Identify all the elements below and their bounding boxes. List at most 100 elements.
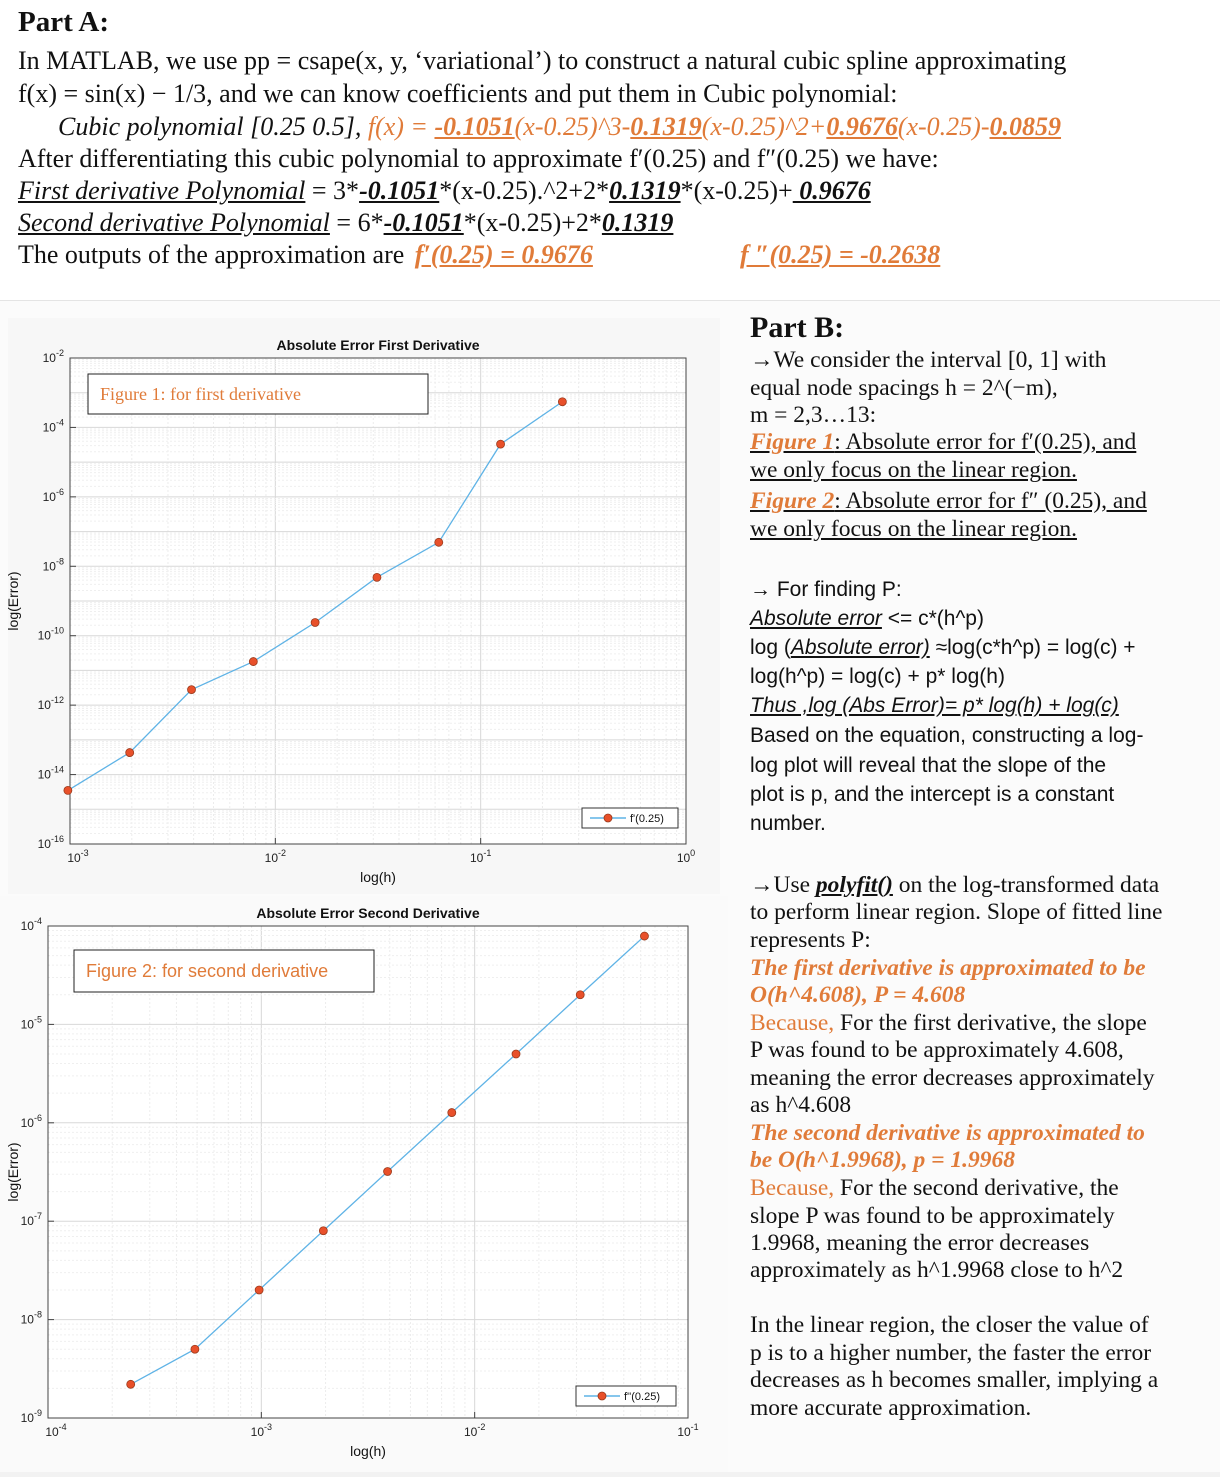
because-2-line-3: 1.9968, meaning the error decreases: [750, 1230, 1090, 1256]
part-b-heading: Part B:: [750, 311, 845, 344]
use-rest: on the log-transformed data: [892, 872, 1160, 898]
y-tick-label: 10-5: [21, 1014, 42, 1031]
x-tick-label: 10-3: [251, 1422, 272, 1439]
legend-marker: [597, 1391, 607, 1401]
data-point: [496, 439, 505, 449]
outputs-text: The outputs of the approximation are: [18, 240, 411, 269]
y-axis-label: log(Error): [8, 571, 21, 630]
data-point: [310, 618, 320, 627]
output-first-derivative: f′(0.25) = 0.9676: [414, 240, 593, 269]
first-result-line-2: O(h^4.608), P = 4.608: [750, 982, 966, 1008]
y-tick-label: 10-2: [43, 348, 64, 365]
figure-1-chart: 10-3 10-2 10-1 100 10-2 10-4 10-6 10-8 10-10 10-1…: [5, 337, 695, 885]
second-result-line-2: be O(h^1.9968), p = 1.9968: [750, 1147, 1016, 1173]
because-1-label: Because,: [750, 1010, 835, 1036]
cubic-coef-2: 0.1319: [630, 112, 702, 141]
grid: [47, 926, 688, 1419]
second-deriv-coef-1: -0.1051: [383, 208, 464, 237]
abs-error-term: Absolute error: [750, 607, 882, 630]
because-1-line-4: as h^4.608: [750, 1092, 852, 1118]
y-tick-label: 10-9: [21, 1408, 42, 1425]
annotation-box: [73, 949, 375, 993]
second-deriv-label: Second derivative Polynomial: [18, 208, 330, 237]
conclusion-line-1: In the linear region, the closer the val…: [750, 1312, 1149, 1338]
log-open: log (: [750, 636, 791, 659]
first-deriv-label: First derivative Polynomial: [18, 176, 306, 205]
cubic-coef-1: -0.1051: [434, 112, 515, 141]
first-deriv-coef-2: 0.1319: [609, 176, 681, 205]
y-tick-label: 10-16: [38, 834, 64, 851]
y-tick-label: 10-7: [21, 1211, 42, 1228]
legend-box: [575, 1385, 677, 1407]
x-tick-label: 10-1: [677, 1422, 698, 1439]
y-tick-label: 10-14: [38, 765, 64, 782]
polyfit-line-1: →Use polyfit() on the log-transformed da…: [750, 872, 1159, 899]
figure-1-panel: 10-3 10-2 10-1 100 10-2 10-4 10-6 10-8 10-10 10-1…: [5, 318, 720, 894]
first-deriv-coef-1: -0.1051: [359, 176, 440, 205]
first-derivative-line: First derivative Polynomial = 3*-0.1051*…: [18, 176, 871, 206]
data-point: [126, 1379, 136, 1389]
y-tick-label: 10-10: [38, 626, 64, 643]
y-tick-label: 10-12: [38, 695, 64, 712]
because-2-label: Because,: [750, 1175, 835, 1201]
legend-box: [581, 807, 679, 829]
annotation-text: Figure 2: for second derivative: [86, 961, 328, 981]
because-1-line-3: meaning the error decreases approximatel…: [750, 1065, 1155, 1091]
x-tick-label: 10-2: [464, 1422, 485, 1439]
figure-2-ref: Figure 2: [750, 488, 835, 514]
log-line-3: Thus ,log (Abs Error)= p* log(h) + log(c…: [750, 694, 1119, 717]
x-axis-label: log(h): [350, 1443, 386, 1459]
part-a-line-4: After differentiating this cubic polynom…: [18, 144, 939, 173]
axes-box: [47, 925, 689, 1419]
data-point: [248, 657, 258, 666]
data-point: [254, 1285, 264, 1295]
cubic-fx: f(x) =: [367, 112, 435, 141]
cubic-polynomial-line: Cubic polynomial [0.25 0.5], f(x) = -0.1…: [58, 112, 1061, 142]
polyfit-term: polyfit(): [815, 872, 893, 898]
data-point: [640, 931, 649, 941]
figure-1-ref: Figure 1: [750, 429, 835, 455]
x-axis-label: log(h): [360, 869, 396, 885]
cubic-coef-4: 0.0859: [989, 112, 1062, 141]
output-second-derivative: f ″(0.25) = -0.2638: [740, 240, 941, 269]
log-line-2: log(h^p) = log(c) + p* log(h): [750, 665, 1005, 688]
data-point: [125, 748, 135, 757]
data-point: [190, 1344, 200, 1354]
cubic-term-2: (x-0.25)^2+: [701, 112, 827, 141]
because-1-text: For the first derivative, the slope: [834, 1010, 1147, 1036]
inequality-line: Absolute error <= c*(h^p): [750, 607, 984, 631]
because-2-line: Because, For the second derivative, the: [750, 1175, 1119, 1202]
x-tick-label: 10-3: [67, 848, 88, 865]
figure-2-desc-2: we only focus on the linear region.: [750, 516, 1077, 542]
second-deriv-coef-2: 0.1319: [601, 208, 674, 237]
intro-line-2: equal node spacings h = 2^(−m),: [750, 375, 1058, 401]
x-tick-label: 10-2: [265, 848, 286, 865]
because-1-line: Because, For the first derivative, the s…: [750, 1010, 1147, 1037]
explain-line-1: Based on the equation, constructing a lo…: [750, 724, 1144, 747]
y-tick-label: 10-4: [43, 417, 64, 434]
first-deriv-coef-3: 0.9676: [792, 176, 871, 205]
data-point: [187, 685, 196, 695]
figure-2-chart: 10-4 10-3 10-2 10-1 10-4 10-5 10-6 10-7 10-8 10-9…: [5, 905, 699, 1459]
legend-label: f''(0.25): [624, 1391, 660, 1403]
use-prefix: →Use: [750, 872, 816, 898]
y-tick-label: 10-6: [21, 1113, 42, 1130]
second-result-line-1: The second derivative is approximated to: [750, 1120, 1145, 1146]
explain-line-2: log plot will reveal that the slope of t…: [750, 754, 1107, 777]
data-point: [63, 785, 73, 795]
log-rest: ≈log(c*h^p) = log(c) +: [929, 636, 1136, 659]
data-point: [575, 990, 585, 1000]
chart-title: Absolute Error Second Derivative: [256, 905, 480, 921]
intro-line-1: →We consider the interval [0, 1] with: [750, 347, 1107, 373]
log-line-1: log (Absolute error) ≈log(c*h^p) = log(c…: [750, 636, 1136, 660]
x-tick-label: 100: [677, 848, 695, 865]
explain-line-3: plot is p, and the intercept is a consta…: [750, 783, 1115, 806]
figure-2-panel: 10-4 10-3 10-2 10-1 10-4 10-5 10-6 10-7 10-8 10-9…: [0, 896, 728, 1472]
y-axis-label: log(Error): [5, 1142, 21, 1201]
part-a-line-2: f(x) = sin(x) − 1/3, and we can know coe…: [18, 79, 898, 108]
data-point: [383, 1167, 392, 1176]
cubic-prefix: Cubic polynomial [0.25 0.5],: [58, 112, 368, 141]
cubic-coef-3: 0.9676: [826, 112, 898, 141]
figure-1-description: Figure 1: Absolute error for f′(0.25), a…: [750, 429, 1136, 456]
outputs-line: The outputs of the approximation are f′(…: [18, 240, 593, 270]
